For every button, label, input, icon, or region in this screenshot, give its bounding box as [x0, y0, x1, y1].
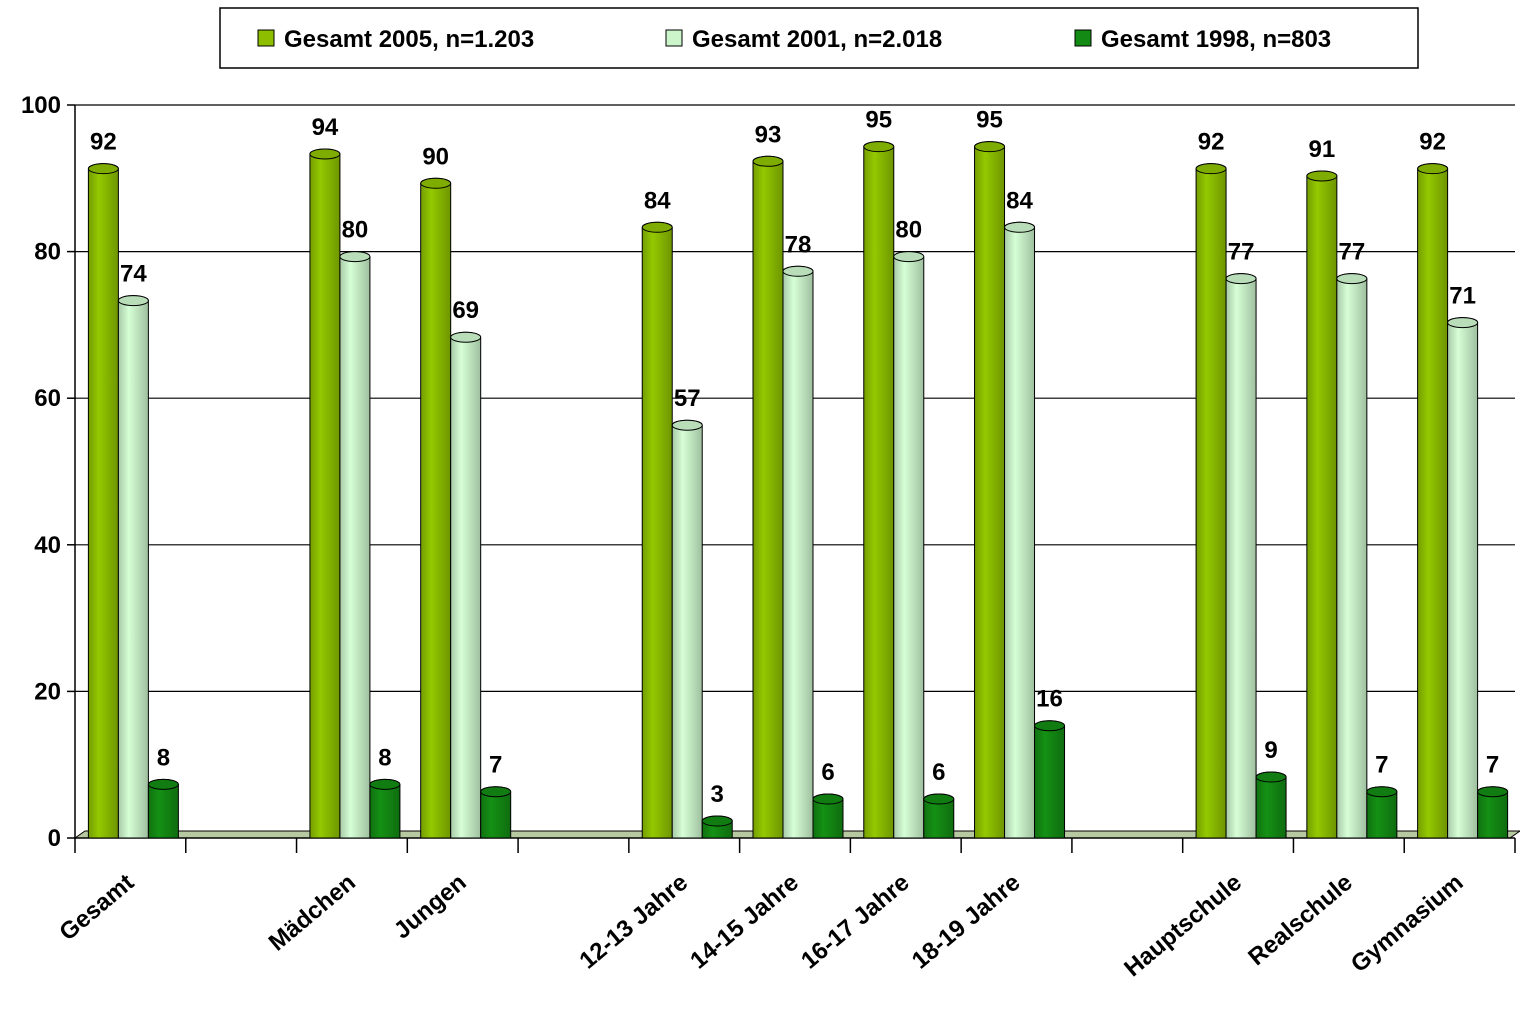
- x-category-label: 18-19 Jahre: [907, 869, 1026, 975]
- bar: [923, 793, 955, 839]
- data-label: 3: [711, 781, 724, 808]
- bar: [641, 221, 673, 839]
- x-category-label: Hauptschule: [1119, 869, 1247, 982]
- data-label: 78: [785, 231, 812, 258]
- bar: [752, 155, 784, 839]
- bar: [1225, 273, 1257, 839]
- data-label: 92: [1419, 129, 1446, 156]
- x-category-label: Gesamt: [54, 869, 139, 946]
- bar: [420, 177, 452, 839]
- y-tick-label: 20: [34, 678, 61, 705]
- x-category-label: Jungen: [389, 869, 472, 945]
- data-label: 84: [644, 187, 671, 214]
- data-label: 77: [1338, 239, 1365, 266]
- bar: [782, 265, 814, 839]
- bar: [117, 295, 149, 839]
- data-label: 57: [674, 385, 701, 412]
- data-label: 77: [1228, 239, 1255, 266]
- data-labels: 9274894808906978457393786958069584169277…: [90, 107, 1499, 808]
- bar: [893, 251, 925, 839]
- data-label: 7: [1375, 752, 1388, 779]
- data-label: 6: [821, 759, 834, 786]
- bar: [480, 786, 512, 839]
- x-category-label: 12-13 Jahre: [575, 869, 694, 975]
- legend-swatch-2005: [257, 29, 275, 47]
- y-tick-label: 100: [21, 92, 61, 119]
- data-label: 69: [452, 297, 479, 324]
- bar: [701, 815, 733, 839]
- bar: [1336, 273, 1368, 839]
- legend-label-1998: Gesamt 1998, n=803: [1101, 26, 1331, 53]
- legend-swatch-2001: [665, 29, 683, 47]
- bar: [147, 778, 179, 839]
- legend-label-2001: Gesamt 2001, n=2.018: [692, 26, 942, 53]
- legend-box: [219, 7, 1419, 69]
- data-label: 95: [865, 107, 892, 134]
- y-tick-label: 60: [34, 385, 61, 412]
- data-label: 80: [895, 217, 922, 244]
- bar: [1255, 771, 1287, 839]
- bar: [1306, 170, 1338, 839]
- bar: [671, 419, 703, 839]
- x-category-label: 16-17 Jahre: [796, 869, 915, 975]
- bar: [1034, 720, 1066, 839]
- data-label: 74: [120, 261, 147, 288]
- legend-item-2001: Gesamt 2001, n=2.018: [665, 26, 942, 53]
- bar: [1004, 221, 1036, 839]
- legend-item-2005: Gesamt 2005, n=1.203: [257, 26, 534, 53]
- bar: [369, 778, 401, 839]
- bar: [974, 141, 1006, 839]
- bar: [309, 148, 341, 839]
- data-label: 94: [312, 114, 339, 141]
- data-label: 8: [157, 744, 170, 771]
- data-label: 8: [378, 744, 391, 771]
- data-label: 6: [932, 759, 945, 786]
- data-label: 93: [755, 121, 782, 148]
- legend-swatch-1998: [1074, 29, 1092, 47]
- bar: [450, 331, 482, 839]
- bar: [1447, 317, 1479, 839]
- bar: [339, 251, 371, 839]
- data-label: 80: [342, 217, 369, 244]
- x-category-label: Gymnasium: [1346, 869, 1469, 978]
- data-label: 16: [1036, 686, 1063, 713]
- data-label: 92: [1198, 129, 1225, 156]
- bar: [812, 793, 844, 839]
- data-label: 7: [1486, 752, 1499, 779]
- data-label: 91: [1308, 136, 1335, 163]
- bar: [863, 141, 895, 839]
- legend-label-2005: Gesamt 2005, n=1.203: [284, 26, 534, 53]
- y-tick-label: 0: [48, 825, 61, 852]
- y-tick-label: 80: [34, 239, 61, 266]
- x-category-label: Mädchen: [264, 869, 361, 957]
- bars: [87, 141, 1509, 839]
- axes: 0 20 40 60 80 100: [21, 92, 1516, 853]
- bar: [1417, 163, 1449, 839]
- data-label: 9: [1264, 737, 1277, 764]
- legend: Gesamt 2005, n=1.203 Gesamt 2001, n=2.01…: [219, 7, 1419, 69]
- bar: [1366, 786, 1398, 839]
- data-label: 92: [90, 129, 117, 156]
- bar: [1477, 786, 1509, 839]
- data-label: 90: [422, 143, 449, 170]
- bar: [1195, 163, 1227, 839]
- data-label: 7: [489, 752, 502, 779]
- x-category-label: 14-15 Jahre: [685, 869, 804, 975]
- bar: [87, 163, 119, 839]
- data-label: 71: [1449, 283, 1476, 310]
- data-label: 95: [976, 107, 1003, 134]
- y-tick-label: 40: [34, 532, 61, 559]
- legend-item-1998: Gesamt 1998, n=803: [1074, 26, 1331, 53]
- data-label: 84: [1006, 187, 1033, 214]
- x-category-label: Realschule: [1243, 869, 1357, 971]
